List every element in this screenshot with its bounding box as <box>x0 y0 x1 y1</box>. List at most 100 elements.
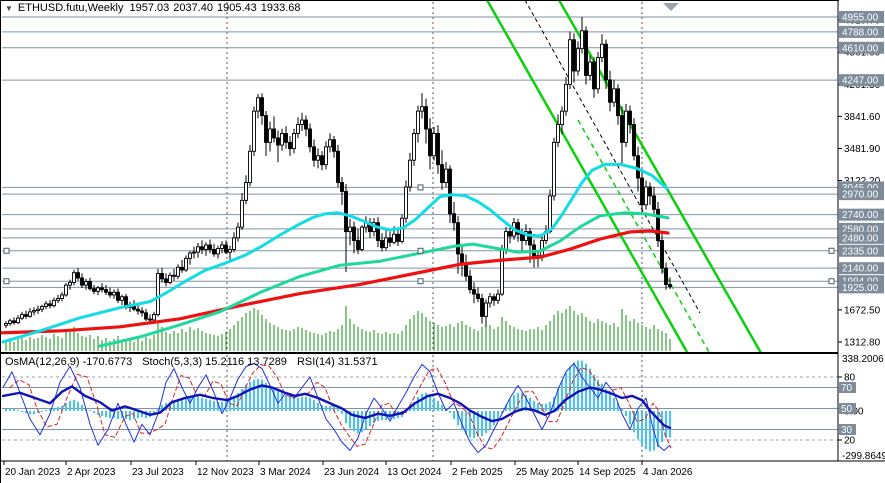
candle-bear <box>288 141 292 150</box>
price-level-label-bg[interactable] <box>839 188 884 201</box>
time-axis-label: 2 Apr 2023 <box>67 467 116 478</box>
hline-handle-right[interactable] <box>828 247 835 254</box>
candle-bull <box>564 83 568 112</box>
osma-bar <box>481 411 483 437</box>
main-chart-pane[interactable] <box>2 2 837 351</box>
candle-bear <box>604 43 608 81</box>
candle-bear <box>388 237 392 243</box>
sub-level-label-bg[interactable] <box>839 382 856 393</box>
osma-bar <box>73 399 75 411</box>
osma-bar <box>69 400 71 411</box>
candle-bear <box>648 186 652 197</box>
osma-bar <box>621 408 623 411</box>
price-level-label: 1925.00 <box>842 283 879 294</box>
low-value: 1905.43 <box>217 2 257 14</box>
candle-bull <box>36 308 40 312</box>
osma-bar <box>33 411 35 415</box>
symbol-dropdown-icon[interactable]: ▼ <box>5 3 13 13</box>
candle-bull <box>232 237 236 250</box>
osma-bar <box>129 411 131 421</box>
candle-bull <box>300 119 304 125</box>
candle-bull <box>324 146 328 166</box>
hline-handle-left[interactable] <box>3 278 10 285</box>
time-axis[interactable] <box>0 462 885 483</box>
osma-bar <box>497 411 499 421</box>
candle-bear <box>592 61 596 90</box>
price-level-label-bg[interactable] <box>839 281 884 294</box>
osma-bar <box>205 398 207 411</box>
price-level-label-bg[interactable] <box>839 25 884 38</box>
candle-bear <box>332 139 336 152</box>
candle-bear <box>660 240 664 269</box>
candle-bull <box>412 132 416 161</box>
candle-bull <box>596 57 600 90</box>
osma-bar <box>25 411 27 414</box>
osma-bar <box>273 387 275 411</box>
osma-bar <box>229 398 231 411</box>
osma-bar <box>513 394 515 411</box>
osma-bar <box>329 405 331 411</box>
osma-bar <box>429 394 431 411</box>
candle-bear <box>208 244 212 250</box>
osma-bar <box>449 411 451 414</box>
price-level-label-bg[interactable] <box>839 41 884 54</box>
hline-handle-left[interactable] <box>3 247 10 254</box>
price-level-label: 2740.00 <box>842 210 879 221</box>
price-level-label-bg[interactable] <box>839 231 884 244</box>
sub-tick-label: 20 <box>844 436 856 447</box>
price-level-label-bg[interactable] <box>839 244 884 257</box>
price-axis[interactable] <box>839 0 885 461</box>
osma-bar <box>637 411 639 440</box>
osma-bar <box>125 411 127 420</box>
osma-bar <box>545 403 547 411</box>
osma-bar <box>409 406 411 411</box>
osma-bar <box>17 409 19 411</box>
candle-bear <box>628 110 632 125</box>
price-level-label-bg[interactable] <box>839 208 884 221</box>
osma-bar <box>65 402 67 411</box>
high-value: 2037.40 <box>173 2 214 14</box>
hline-handle-center[interactable] <box>417 247 424 254</box>
candle-bear <box>340 182 344 192</box>
price-level-label-bg[interactable] <box>839 11 884 23</box>
osma-bar <box>581 360 583 411</box>
osma-bar <box>541 403 543 411</box>
black-dashed-trendline[interactable] <box>524 0 701 314</box>
price-tick-label: 3841.60 <box>844 112 881 123</box>
osma-bar <box>425 392 427 411</box>
hline-handle-right[interactable] <box>828 278 835 285</box>
candle-bear <box>104 289 108 293</box>
osma-bar <box>349 411 351 429</box>
rsi-label: RSI(14) 31.5371 <box>296 356 378 368</box>
osma-bar <box>93 411 95 414</box>
price-level-label: 4788.00 <box>842 27 879 38</box>
candle-bull <box>96 287 100 292</box>
osma-bar <box>509 398 511 411</box>
candle-bull <box>248 150 252 183</box>
price-level-label-bg[interactable] <box>839 74 884 87</box>
indicator-pane[interactable] <box>2 355 837 460</box>
candle-bull <box>612 88 616 103</box>
candle-bear <box>144 312 148 320</box>
osma-bar <box>661 411 663 443</box>
candle-bull <box>432 132 436 157</box>
osma-bar <box>89 409 91 411</box>
candle-bear <box>356 240 360 250</box>
channel-line-right[interactable] <box>557 0 763 354</box>
hline-handle-center[interactable] <box>417 278 424 285</box>
price-level-label: 2335.00 <box>842 246 879 257</box>
osma-bar <box>181 399 183 411</box>
sub-level-label-bg[interactable] <box>839 424 856 435</box>
sub-level-label-bg[interactable] <box>839 403 856 414</box>
osma-bar <box>669 411 671 438</box>
candle-bear <box>224 244 228 253</box>
osma-bar <box>597 379 599 411</box>
scroll-end-marker-icon[interactable] <box>663 3 679 11</box>
hline-handle-center[interactable] <box>417 184 424 191</box>
candle-bear <box>308 128 312 148</box>
candle-bear <box>656 208 660 241</box>
candle-bull <box>184 257 188 271</box>
osma-bar <box>565 372 567 411</box>
price-level-label-bg[interactable] <box>839 262 884 275</box>
